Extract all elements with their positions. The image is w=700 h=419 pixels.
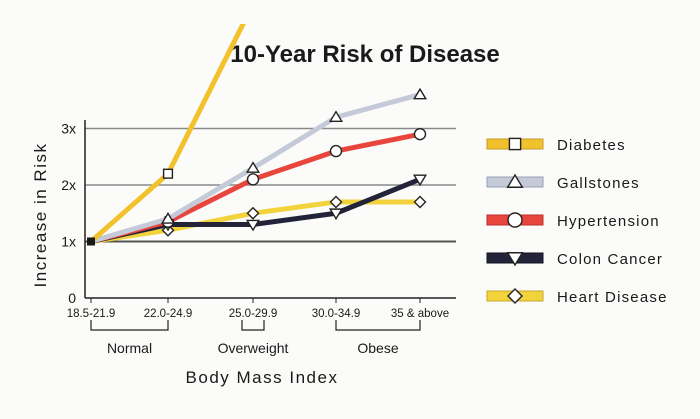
y-tick-label: 1x <box>61 234 76 250</box>
group-bracket <box>335 320 421 331</box>
group-label: Overweight <box>218 340 289 356</box>
legend-label: Hypertension <box>557 213 660 230</box>
legend-label: Colon Cancer <box>557 251 663 268</box>
legend-marker <box>506 252 524 267</box>
x-tick-label: 18.5-21.9 <box>67 308 116 320</box>
series-line <box>89 24 246 244</box>
data-point-marker <box>162 168 174 179</box>
y-tick-label: 3x <box>61 121 76 137</box>
y-axis-title: Increase in Risk <box>31 143 50 288</box>
x-tick-label: 35 & above <box>391 308 449 320</box>
legend-label: Heart Disease <box>557 289 668 306</box>
legend-item: Heart Disease <box>486 288 668 306</box>
legend-label: Gallstones <box>557 175 640 192</box>
legend-item: Gallstones <box>486 173 640 192</box>
group-label: Normal <box>107 340 152 356</box>
series-gallstones <box>90 87 428 244</box>
legend-label: Diabetes <box>557 137 626 154</box>
data-point-marker <box>329 144 343 158</box>
legend-marker <box>507 288 523 304</box>
legend-item: Colon Cancer <box>486 251 663 268</box>
x-tick-label: 30.0-34.9 <box>312 308 361 320</box>
series-diabetes <box>89 24 246 244</box>
data-point-marker <box>246 206 260 220</box>
series-heart-disease <box>90 195 427 244</box>
data-point-marker <box>160 212 176 224</box>
legend-item: Diabetes <box>486 137 626 154</box>
x-tick-label: 25.0-29.9 <box>229 308 278 320</box>
data-point-marker <box>245 161 261 173</box>
x-tick-label: 22.0-24.9 <box>144 308 193 320</box>
data-point-marker <box>245 219 261 232</box>
legend-marker <box>507 212 523 228</box>
data-point-marker <box>413 195 427 209</box>
x-axis-title: Body Mass Index <box>186 368 339 387</box>
chart-title: 10-Year Risk of Disease <box>230 41 500 68</box>
data-point-marker <box>328 208 344 221</box>
legend-marker <box>508 137 522 151</box>
legend-item: Hypertension <box>486 212 660 230</box>
group-bracket <box>90 320 169 331</box>
data-point-marker <box>246 173 260 186</box>
data-point-marker <box>412 174 428 187</box>
y-tick-label: 2x <box>61 177 76 193</box>
data-point-marker <box>412 87 428 100</box>
y-tick-label: 0 <box>68 290 76 306</box>
data-point-marker <box>413 127 427 141</box>
data-point-marker <box>328 110 344 123</box>
group-bracket <box>241 320 265 331</box>
legend-marker <box>506 173 524 188</box>
group-label: Obese <box>357 340 398 356</box>
data-point-marker <box>329 195 343 209</box>
origin-point-marker <box>87 237 95 246</box>
